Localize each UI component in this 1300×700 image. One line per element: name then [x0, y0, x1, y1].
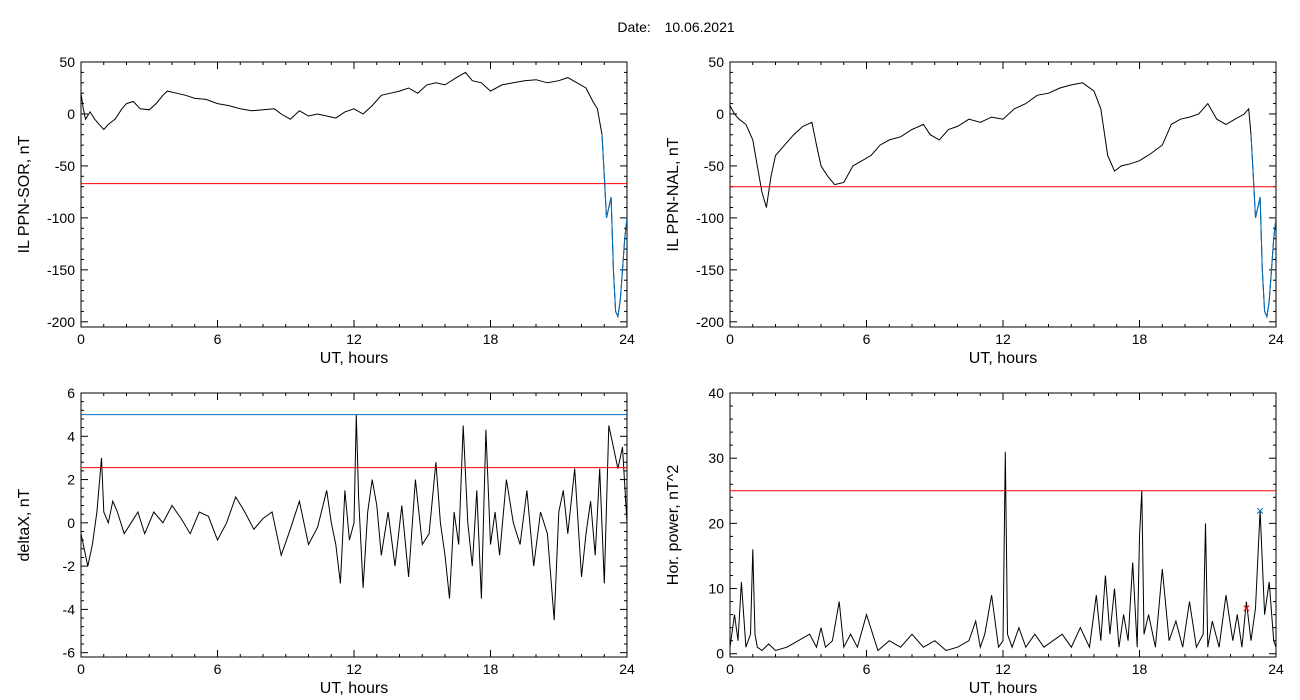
y-tick-label: 20 [708, 515, 724, 531]
chart-panel-top-right: 0 6 12 18 24 -200 -150 -100 -50 0 50 UT, hours IL PP… [665, 54, 1284, 367]
x-axis-label: UT, hours [969, 680, 1037, 697]
y-tick-label: 40 [708, 385, 724, 401]
y-tick-label: 30 [708, 450, 724, 466]
x-tick-label: 18 [1132, 331, 1148, 347]
y-tick-label: 50 [59, 54, 75, 70]
plot-frame [729, 61, 1277, 328]
y-tick-label: 2 [67, 472, 75, 488]
y-tick-label: -4 [63, 601, 76, 617]
y-tick-label: 0 [67, 106, 75, 122]
y-tick-label: -150 [696, 262, 724, 278]
x-tick-label: 6 [214, 661, 222, 677]
peak-marker: × [1256, 502, 1264, 518]
peak-marker: × [1242, 600, 1250, 616]
x-tick-label: 24 [1268, 331, 1284, 347]
y-tick-label: -200 [696, 314, 724, 330]
data-trace [81, 414, 627, 621]
x-tick-label: 0 [726, 661, 734, 677]
y-tick-label: -50 [704, 158, 724, 174]
chart-panel-bottom-right: 0 6 12 18 24 0 10 20 30 40 UT, hours Hor. power, nT… [665, 385, 1284, 697]
plot-frame [80, 61, 628, 328]
y-tick-label: -6 [63, 645, 76, 661]
y-axis-label: IL PPN-NAL, nT [665, 137, 682, 251]
y-tick-label: 0 [67, 515, 75, 531]
date-header: Date: 10.06.2021 [0, 19, 1300, 35]
highlight-trace [601, 134, 627, 319]
y-axis-label: deltaX, nT [16, 488, 33, 561]
y-tick-label: -100 [696, 210, 724, 226]
x-tick-label: 18 [483, 661, 499, 677]
x-tick-label: 12 [995, 661, 1011, 677]
chart-panel-top-left: 0 6 12 18 24 -200 -150 -100 -50 0 50 UT, hours IL PP… [16, 54, 635, 367]
plot-area [730, 82, 1276, 319]
x-tick-label: 12 [995, 331, 1011, 347]
x-tick-label: 24 [619, 661, 635, 677]
x-tick-label: 18 [1132, 661, 1148, 677]
data-trace [730, 82, 1276, 319]
x-axis-label: UT, hours [320, 680, 388, 697]
x-axis-label: UT, hours [969, 350, 1037, 367]
highlight-trace [1250, 134, 1276, 319]
plot-area [730, 451, 1276, 652]
x-tick-label: 12 [346, 661, 362, 677]
y-tick-label: 10 [708, 581, 724, 597]
date-label: Date: [617, 19, 651, 35]
y-tick-label: -150 [47, 262, 75, 278]
x-tick-label: 6 [863, 661, 871, 677]
y-tick-label: -2 [63, 558, 76, 574]
plot-area [81, 414, 627, 621]
y-tick-label: 50 [708, 54, 724, 70]
y-axis-label: IL PPN-SOR, nT [16, 135, 33, 253]
date-value: 10.06.2021 [664, 19, 735, 35]
plot-area [81, 71, 627, 319]
data-trace [81, 71, 627, 319]
x-tick-label: 6 [214, 331, 222, 347]
x-tick-label: 0 [77, 331, 85, 347]
x-tick-label: 12 [346, 331, 362, 347]
y-tick-label: -100 [47, 210, 75, 226]
x-tick-label: 24 [619, 331, 635, 347]
y-tick-label: -200 [47, 314, 75, 330]
x-tick-label: 24 [1268, 661, 1284, 677]
x-tick-label: 18 [483, 331, 499, 347]
data-trace [730, 451, 1276, 652]
y-tick-label: 6 [67, 385, 75, 401]
y-tick-label: 0 [716, 106, 724, 122]
x-tick-label: 0 [77, 661, 85, 677]
x-axis-label: UT, hours [320, 350, 388, 367]
y-tick-label: -50 [55, 158, 75, 174]
x-tick-label: 0 [726, 331, 734, 347]
y-tick-label: 0 [716, 646, 724, 662]
x-tick-label: 6 [863, 331, 871, 347]
y-tick-label: 4 [67, 428, 75, 444]
y-axis-label: Hor. power, nT^2 [665, 465, 682, 586]
